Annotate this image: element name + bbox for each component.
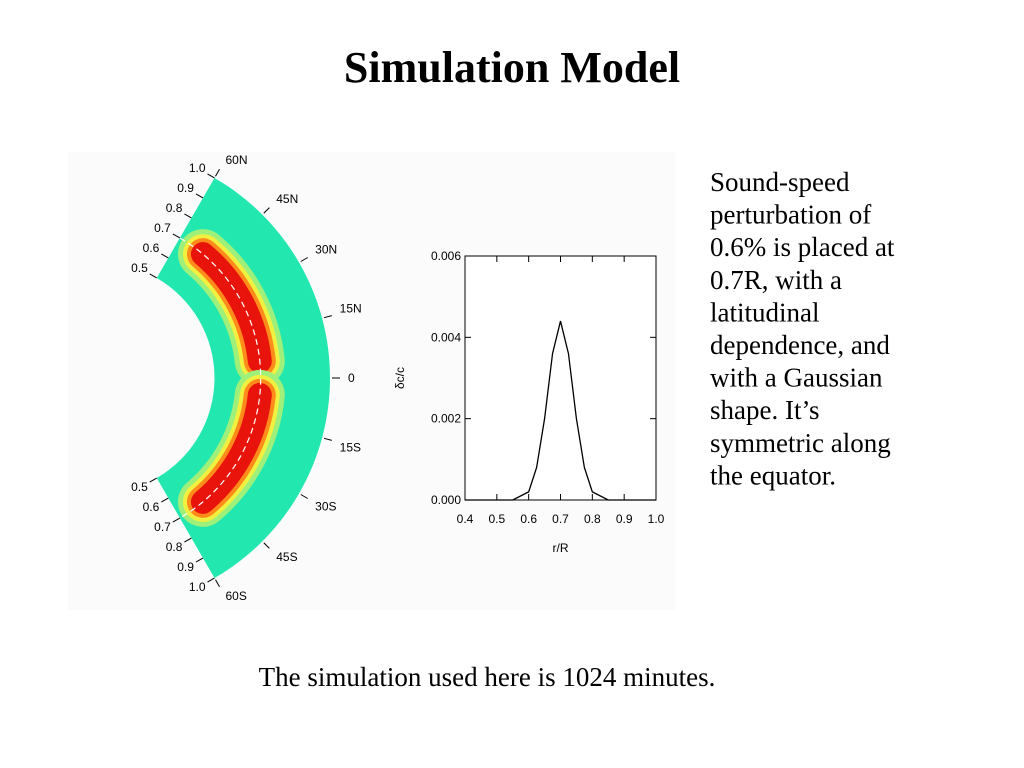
description-line: 0.6% is placed at	[710, 232, 895, 262]
slide-title: Simulation Model	[344, 43, 680, 92]
radius-label: 1.0	[189, 161, 206, 175]
latitude-tick	[300, 494, 308, 499]
description-line: symmetric along	[710, 428, 891, 458]
radius-tick	[161, 497, 169, 503]
description-line: with a Gaussian	[710, 363, 883, 393]
radius-label: 0.6	[143, 241, 160, 255]
radius-label: 0.8	[166, 201, 183, 215]
radius-label: 0.7	[154, 520, 171, 534]
radius-label: 0.8	[166, 540, 183, 554]
plot-frame	[464, 255, 657, 501]
line-chart: 0.4 0.5 0.6 0.7 0.8 0.9 1.0 0.000 0.002 0.004 0.00…	[393, 249, 665, 555]
latitude-tick	[263, 207, 270, 214]
radius-label: 0.6	[143, 500, 160, 514]
data-line	[465, 320, 656, 501]
radius-tick	[149, 477, 157, 483]
perturbation-blob	[190, 382, 272, 514]
latitude-label: 60S	[226, 589, 247, 603]
latitude-tick	[323, 437, 332, 441]
y-tick-label: 0.000	[431, 493, 461, 507]
radius-tick	[195, 557, 204, 563]
description-line: perturbation of	[710, 200, 871, 230]
radius-label: 0.7	[154, 221, 171, 235]
sector-plot: 1.0 0.9 0.8 0.7 0.6 0.5 0.5 0.6 0.7 0.8 0.9 1.0 60N 4…	[131, 153, 362, 603]
description-line: the equator.	[710, 460, 836, 490]
radius-label: 0.5	[131, 261, 148, 275]
radius-tick	[207, 173, 215, 179]
latitude-label: 45S	[276, 550, 297, 564]
y-tick-label: 0.006	[431, 249, 461, 263]
x-tick-label: 0.4	[457, 512, 474, 526]
latitude-tick	[215, 169, 220, 177]
radius-tick	[195, 193, 204, 199]
y-axis-label: δc/c	[393, 367, 407, 389]
x-tick-label: 0.7	[552, 512, 569, 526]
x-tick-label: 0.8	[584, 512, 601, 526]
latitude-label: 0	[348, 371, 355, 385]
latitude-tick	[300, 257, 308, 262]
latitude-tick	[263, 542, 270, 549]
description-line: Sound-speed	[710, 167, 850, 197]
radius-label: 1.0	[189, 580, 206, 594]
description-line: dependence, and	[710, 330, 890, 360]
latitude-label: 60N	[226, 153, 248, 167]
radius-tick	[184, 537, 192, 543]
latitude-tick	[323, 315, 332, 319]
description-line: latitudinal	[710, 297, 819, 327]
y-tick-label: 0.004	[431, 330, 461, 344]
radius-label: 0.9	[177, 181, 194, 195]
latitude-label: 15S	[340, 440, 361, 454]
x-tick-label: 0.9	[616, 512, 633, 526]
radius-label: 0.5	[131, 480, 148, 494]
radius-tick	[149, 273, 157, 279]
latitude-label: 30S	[315, 500, 336, 514]
description-line: 0.7R, with a	[710, 265, 842, 295]
radius-tick	[172, 233, 181, 239]
caption: The simulation used here is 1024 minutes…	[259, 662, 716, 692]
latitude-label: 45N	[276, 192, 298, 206]
radius-tick	[161, 253, 169, 259]
description-line: shape. It’s	[710, 395, 819, 425]
radius-label: 0.9	[177, 560, 194, 574]
latitude-label: 15N	[340, 302, 362, 316]
radius-tick	[172, 517, 181, 523]
x-tick-label: 1.0	[648, 512, 665, 526]
latitude-label: 30N	[315, 243, 337, 257]
y-tick-label: 0.002	[431, 412, 461, 426]
latitude-tick	[215, 579, 220, 587]
x-tick-label: 0.5	[488, 512, 505, 526]
radius-tick	[207, 577, 215, 583]
radius-tick	[184, 213, 192, 219]
x-axis-label: r/R	[553, 541, 569, 555]
x-tick-label: 0.6	[520, 512, 537, 526]
